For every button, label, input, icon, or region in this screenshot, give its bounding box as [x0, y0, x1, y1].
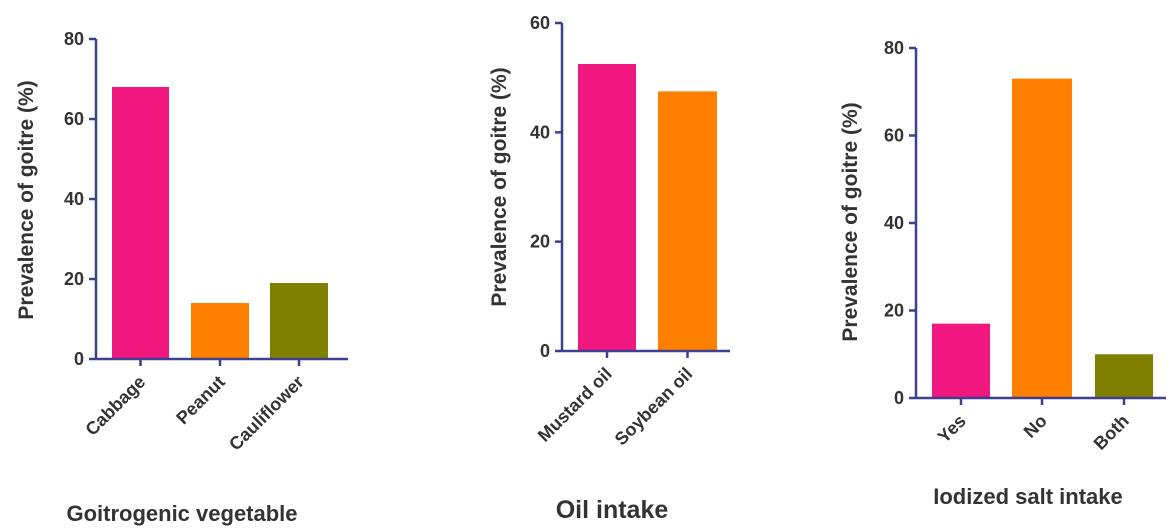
y-tick-label: 40 [530, 122, 550, 142]
x-tick-label: Soybean oil [611, 364, 697, 450]
chart-panel-goitrogenic-vegetable: Prevalence of goitre (%) Goitrogenic veg… [15, 29, 348, 526]
x-axis-label: Iodized salt intake [933, 484, 1123, 509]
bar-both [1095, 354, 1153, 398]
chart-panel-oil-intake: Prevalence of goitre (%) Oil intake 0 20 4… [488, 13, 730, 524]
x-axis-label: Oil intake [556, 496, 669, 524]
chart-panel-iodized-salt-intake: Prevalence of goitre (%) Iodized salt in… [839, 38, 1166, 509]
x-tick-label: Mustard oil [534, 364, 616, 446]
y-tick-label: 0 [74, 349, 84, 369]
y-tick-label: 80 [64, 29, 84, 49]
y-tick-label: 40 [64, 189, 84, 209]
y-tick-label: 0 [894, 388, 904, 408]
y-tick-label: 60 [64, 109, 84, 129]
bar-cabbage [112, 87, 169, 359]
y-tick-label: 20 [530, 232, 550, 252]
bar-soybean-oil [658, 91, 717, 351]
bar-mustard-oil [578, 64, 636, 351]
y-tick-label: 60 [884, 126, 904, 146]
x-tick-label: Cauliflower [225, 372, 308, 455]
x-tick-label: No [1020, 411, 1051, 442]
y-tick-label: 40 [884, 213, 904, 233]
x-tick-label: Yes [934, 411, 970, 447]
bar-no [1012, 78, 1072, 398]
y-tick-label: 20 [884, 301, 904, 321]
y-tick-label: 0 [540, 341, 550, 361]
x-tick-label: Both [1090, 411, 1133, 454]
y-tick-label: 20 [64, 269, 84, 289]
y-axis-label: Prevalence of goitre (%) [839, 102, 862, 341]
x-tick-label: Peanut [172, 372, 229, 429]
x-tick-label: Cabbage [81, 372, 149, 440]
bar-peanut [191, 303, 249, 359]
y-axis-label: Prevalence of goitre (%) [15, 80, 38, 319]
y-tick-label: 60 [530, 13, 550, 33]
x-axis-label: Goitrogenic vegetable [66, 501, 297, 526]
bar-cauliflower [270, 283, 328, 359]
y-axis-label: Prevalence of goitre (%) [488, 67, 511, 306]
bar-yes [932, 323, 990, 398]
y-tick-label: 80 [884, 38, 904, 58]
